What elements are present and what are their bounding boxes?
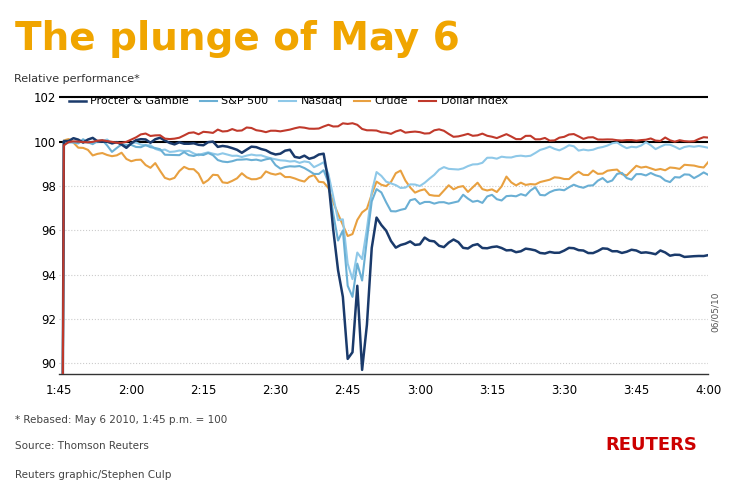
Line: Procter & Gamble: Procter & Gamble: [59, 138, 708, 480]
Dollar index: [131, 134, 140, 140]
Text: Reuters graphic/Stephen Culp: Reuters graphic/Stephen Culp: [15, 470, 171, 480]
Nasdaq: [704, 145, 713, 151]
Procter & Gamble: [584, 250, 593, 256]
S&P 500: [670, 174, 679, 180]
Text: Relative performance*: Relative performance*: [13, 73, 139, 84]
Dollar index: [670, 139, 679, 144]
Text: 06/05/10: 06/05/10: [711, 292, 720, 332]
Dollar index: [704, 135, 713, 141]
S&P 500: [79, 136, 88, 142]
Crude: [593, 171, 602, 177]
Nasdaq: [137, 142, 145, 147]
Procter & Gamble: [156, 135, 165, 141]
Text: The plunge of May 6: The plunge of May 6: [15, 20, 460, 58]
Crude: [137, 157, 145, 163]
S&P 500: [137, 144, 145, 150]
Line: Dollar index: Dollar index: [59, 123, 708, 480]
Procter & Gamble: [593, 248, 602, 254]
Nasdaq: [589, 147, 598, 153]
Dollar index: [589, 134, 598, 140]
Procter & Gamble: [589, 250, 598, 256]
Dollar index: [305, 126, 314, 132]
Text: * Rebased: May 6 2010, 1:45 p.m. = 100: * Rebased: May 6 2010, 1:45 p.m. = 100: [15, 415, 227, 425]
Procter & Gamble: [131, 137, 140, 143]
Line: Nasdaq: Nasdaq: [59, 140, 708, 480]
Dollar index: [348, 120, 357, 126]
Procter & Gamble: [670, 252, 679, 258]
Line: Crude: Crude: [59, 139, 708, 480]
Crude: [584, 172, 593, 178]
Crude: [704, 159, 713, 165]
Nasdaq: [584, 147, 593, 153]
Crude: [589, 168, 598, 173]
S&P 500: [593, 178, 602, 183]
Procter & Gamble: [309, 155, 318, 160]
Nasdaq: [593, 145, 602, 151]
S&P 500: [584, 183, 593, 189]
Dollar index: [593, 137, 602, 143]
Nasdaq: [670, 144, 679, 150]
Crude: [64, 136, 73, 142]
Line: S&P 500: S&P 500: [59, 139, 708, 480]
S&P 500: [309, 171, 318, 177]
Legend: Procter & Gamble, S&P 500, Nasdaq, Crude, Dollar index: Procter & Gamble, S&P 500, Nasdaq, Crude…: [65, 92, 512, 111]
S&P 500: [704, 172, 713, 178]
Dollar index: [584, 134, 593, 140]
Text: REUTERS: REUTERS: [605, 436, 697, 455]
Crude: [670, 165, 679, 171]
Nasdaq: [103, 137, 111, 143]
S&P 500: [589, 182, 598, 188]
Crude: [309, 172, 318, 178]
Procter & Gamble: [704, 252, 713, 258]
Text: Source: Thomson Reuters: Source: Thomson Reuters: [15, 441, 148, 451]
Nasdaq: [309, 164, 318, 170]
